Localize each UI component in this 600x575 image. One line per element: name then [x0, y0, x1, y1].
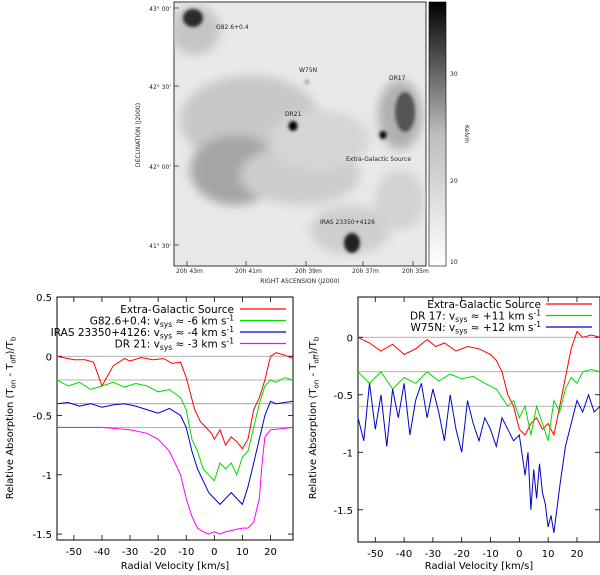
- colorbar-label: Kelvin: [463, 125, 470, 143]
- right-ytick-label: 0: [347, 333, 353, 344]
- map-ytick-4: 43° 00': [149, 6, 171, 13]
- map-xtick-4: 20h 37m: [352, 268, 379, 275]
- source-label-extragalactic: Extra-Galactic Source: [346, 156, 411, 163]
- radio-map-panel: G82.6+0.4 W75N DR17 DR21 Extra-Galactic …: [135, 1, 470, 285]
- right-legend-label-0: Extra-Galactic Source: [427, 299, 541, 311]
- map-ytick-2: 42° 00': [149, 164, 171, 171]
- right-ytick-label: -1: [343, 448, 353, 459]
- left-xtick-label: -40: [94, 547, 110, 558]
- left-xtick-label: -50: [66, 547, 82, 558]
- left-legend-label-0: Extra-Galactic Source: [120, 304, 234, 316]
- right-xtick-label: -10: [482, 549, 498, 560]
- left-plot-frame: [56, 296, 294, 541]
- left-series-2: [56, 400, 294, 506]
- colorbar-tick-20: 20: [450, 178, 458, 185]
- right-series-0: [357, 330, 600, 437]
- left-ytick-label: -1: [42, 471, 52, 482]
- right-ytick-label: -1.5: [333, 506, 353, 517]
- right-xtick-label: 20: [571, 549, 584, 560]
- colorbar-tick-30: 30: [450, 71, 458, 78]
- map-xtick-1: 20h 43m: [176, 268, 203, 275]
- left-ytick-label: 0: [46, 352, 52, 363]
- right-series-1: [357, 368, 600, 441]
- right-x-axis-label: Radial Velocity [km/s]: [425, 561, 533, 572]
- map-ytick-3: 42° 30': [149, 84, 171, 91]
- left-ytick-label: -0.5: [32, 412, 52, 423]
- left-xtick-label: -20: [150, 547, 166, 558]
- right-legend-label-1: DR 17: vsys ≈ +11 km s-1: [410, 309, 541, 325]
- source-label-w75n: W75N: [299, 67, 317, 74]
- colorbar-tick-10: 10: [450, 259, 458, 266]
- left-ytick-label: -1.5: [32, 530, 52, 541]
- right-ytick-label: -0.5: [333, 391, 353, 402]
- left-xtick-label: 0: [211, 547, 217, 558]
- left-spectrum-plot: -50 -40 -30 -20 -10 0 10 20 0.5 0 -0.5 -1 -1.5 Extra…: [5, 293, 294, 572]
- left-xtick-label: -30: [122, 547, 138, 558]
- source-label-g82: G82.6+0.4: [216, 24, 249, 31]
- right-xtick-label: -50: [367, 549, 383, 560]
- right-xtick-label: -40: [396, 549, 412, 560]
- map-x-axis-label: RIGHT ASCENSION (J2000): [260, 278, 339, 285]
- left-series-1: [56, 377, 294, 482]
- right-xtick-label: -20: [454, 549, 470, 560]
- right-series-2: [357, 383, 600, 533]
- left-legend-label-3: DR 21: vsys ≈ -3 km s-1: [115, 337, 235, 353]
- right-y-axis-label: Relative Absorption (Ton - Toff)/Tb: [308, 336, 321, 499]
- map-image: [174, 5, 425, 255]
- source-label-dr17: DR17: [389, 75, 406, 82]
- right-xtick-label: -30: [425, 549, 441, 560]
- map-xtick-5: 20h 35m: [402, 268, 429, 275]
- left-xtick-label: 10: [236, 547, 249, 558]
- left-xtick-label: -10: [178, 547, 194, 558]
- map-xtick-2: 20h 41m: [235, 268, 262, 275]
- left-series-3: [57, 426, 294, 535]
- left-ytick-label: 0.5: [36, 293, 52, 304]
- left-legend-label-1: G82.6+0.4: vsys ≈ -6 km s-1: [90, 314, 234, 330]
- right-spectrum-plot: -50 -40 -30 -20 -10 0 10 20 0 -0.5 -1 -1.5 Extra-Ga…: [308, 296, 600, 572]
- map-xtick-3: 20h 39m: [295, 268, 322, 275]
- map-y-axis-label: DECLINATION (J2000): [135, 103, 142, 167]
- left-legend-label-2: IRAS 23350+4126: vsys ≈ -4 km s-1: [51, 325, 235, 341]
- source-label-iras: IRAS 23350+4126: [320, 219, 375, 226]
- left-xtick-label: 20: [264, 547, 277, 558]
- map-ticks: [174, 7, 414, 266]
- right-xtick-label: 0: [516, 549, 522, 560]
- right-legend-label-2: W75N: vsys ≈ +12 km s-1: [410, 320, 541, 336]
- left-series-0: [56, 352, 294, 450]
- source-label-dr21: DR21: [285, 111, 302, 118]
- right-xtick-label: 10: [542, 549, 555, 560]
- left-y-axis-label: Relative Absorption (Ton - Toff)/Tb: [5, 336, 18, 499]
- map-ytick-1: 41° 30': [149, 243, 171, 250]
- left-x-axis-label: Radial Velocity [km/s]: [121, 561, 229, 572]
- colorbar: [428, 1, 447, 267]
